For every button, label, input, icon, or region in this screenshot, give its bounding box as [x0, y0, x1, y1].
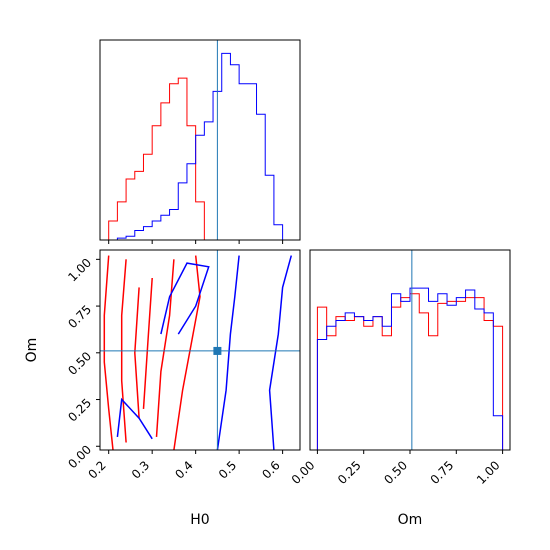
x-tick-label: 0.6	[259, 458, 282, 481]
blue-contour-line	[268, 255, 293, 451]
red-contour-line	[142, 277, 153, 409]
red-histogram-series	[100, 77, 300, 241]
h0-marginal-panel	[99, 39, 301, 244]
blue-histogram-series	[100, 52, 300, 241]
x-axis-label-h0: H0	[190, 512, 209, 528]
x-tick-label: 0.25	[335, 458, 364, 487]
red-contour-line	[155, 259, 175, 437]
red-contour-line	[120, 259, 127, 443]
blue-contour-line	[116, 397, 153, 440]
y-tick-label: 0.50	[65, 349, 94, 378]
red-contour-line	[173, 255, 201, 451]
om-marginal-panel: 0.00 0.25 0.50 0.75 1.00 Om	[289, 249, 511, 528]
contour-frame	[99, 249, 301, 451]
y-tick-label: 0.25	[65, 396, 94, 425]
y-tick-label: 0.75	[65, 302, 94, 331]
blue-histogram-series	[316, 287, 504, 450]
x-axis-label-om: Om	[398, 512, 423, 528]
x-tick-label: 0.2	[85, 458, 108, 481]
x-tick-label: 0.50	[381, 458, 410, 487]
y-axis-label-om: Om	[24, 338, 40, 363]
x-tick-label: 0.5	[216, 458, 239, 481]
x-tick-label: 0.00	[289, 458, 318, 487]
x-tick-label: 0.4	[172, 458, 195, 481]
contour-panel: 0.2 0.3 0.4 0.5 0.60.000.250.500.751.00 H0 O…	[24, 249, 301, 528]
red-contour-line	[103, 255, 114, 451]
truth-marker	[213, 346, 222, 355]
x-tick-label: 1.00	[474, 458, 503, 487]
x-tick-label: 0.75	[428, 458, 457, 487]
red-contour-line	[134, 287, 140, 419]
y-tick-label: 1.00	[65, 256, 94, 285]
x-tick-label: 0.3	[129, 458, 152, 481]
om-marginal-frame	[309, 249, 511, 451]
h0-marginal-frame	[99, 39, 301, 241]
blue-contour-line	[160, 262, 210, 335]
blue-contour-line	[216, 255, 240, 451]
